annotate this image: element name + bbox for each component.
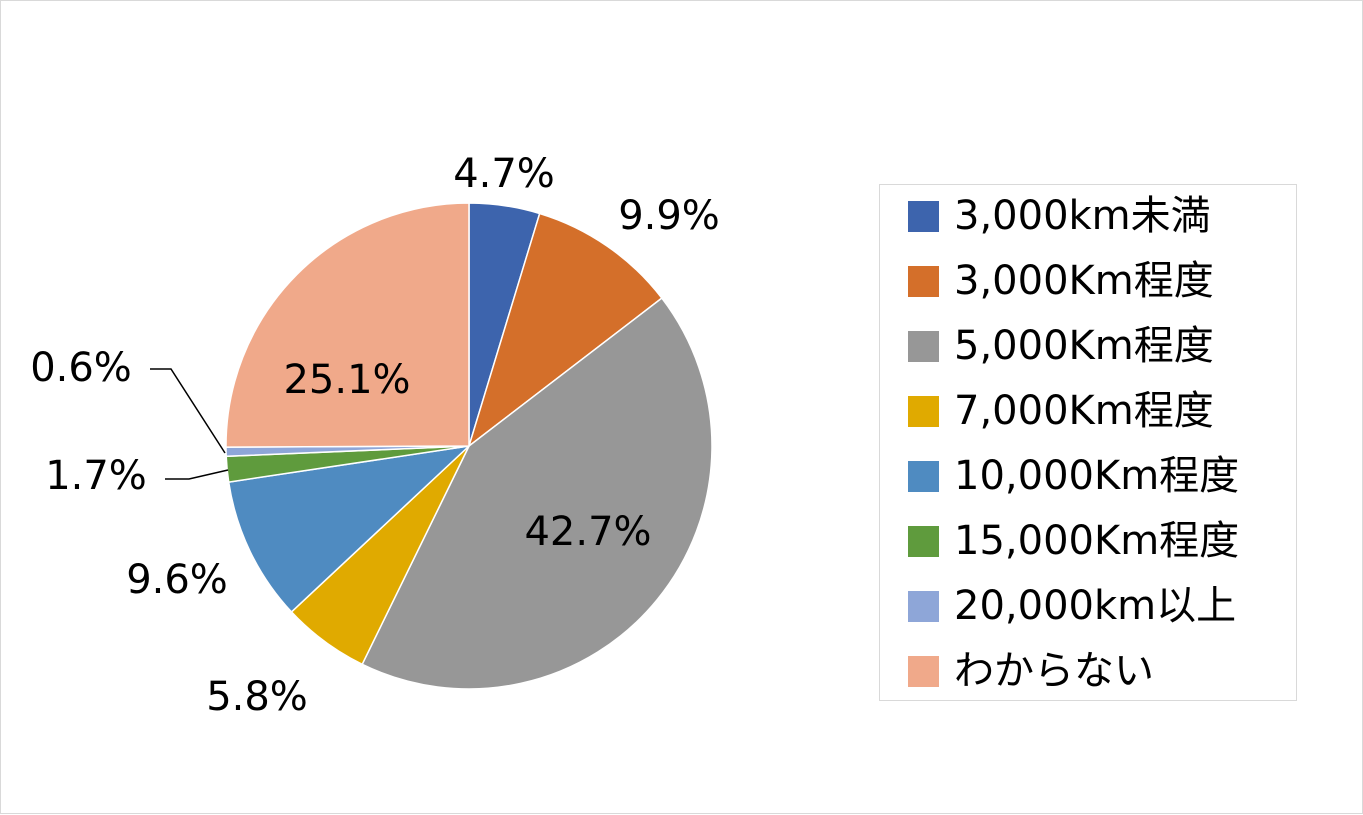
data-label: 42.7% — [524, 509, 651, 555]
legend-swatch — [908, 265, 939, 297]
pie-slice — [225, 202, 470, 448]
pie-slice — [467, 212, 663, 449]
legend-label: 10,000Km程度 — [954, 453, 1240, 499]
legend-swatch — [908, 200, 939, 232]
chart-legend: 3,000km未満 3,000Km程度 5,000Km程度 7,000Km程度 10,0… — [879, 184, 1297, 701]
data-label: 0.6% — [30, 345, 132, 391]
legend-label: わからない — [954, 648, 1154, 694]
legend-item: 5,000Km程度 — [908, 320, 1214, 372]
data-label: 25.1% — [283, 357, 410, 403]
legend-label: 7,000Km程度 — [954, 388, 1214, 434]
legend-swatch — [908, 590, 939, 622]
data-label: 5.8% — [206, 674, 308, 720]
legend-label: 3,000Km程度 — [954, 258, 1214, 304]
pie-slice — [227, 444, 472, 613]
legend-swatch — [908, 655, 939, 687]
legend-swatch — [908, 330, 939, 362]
data-label: 9.9% — [618, 193, 720, 239]
data-label: 4.7% — [453, 151, 555, 197]
legend-swatch — [908, 395, 939, 427]
legend-swatch — [908, 525, 939, 557]
legend-label: 20,000km以上 — [954, 583, 1237, 629]
pie-slice — [361, 297, 713, 690]
legend-item: 10,000Km程度 — [908, 450, 1239, 502]
legend-label: 5,000Km程度 — [954, 323, 1214, 369]
leader-line — [150, 368, 226, 454]
legend-item: 20,000km以上 — [908, 580, 1236, 632]
data-label: 9.6% — [126, 557, 228, 603]
leader-line — [165, 469, 229, 480]
legend-label: 3,000km未満 — [954, 193, 1211, 239]
legend-item: 15,000Km程度 — [908, 515, 1239, 567]
legend-item: 3,000Km程度 — [908, 255, 1214, 307]
legend-item: 7,000Km程度 — [908, 385, 1214, 437]
legend-item: わからない — [908, 645, 1154, 697]
data-label: 1.7% — [45, 453, 147, 499]
legend-label: 15,000Km程度 — [954, 518, 1240, 564]
legend-swatch — [908, 460, 939, 492]
legend-item: 3,000km未満 — [908, 190, 1211, 242]
